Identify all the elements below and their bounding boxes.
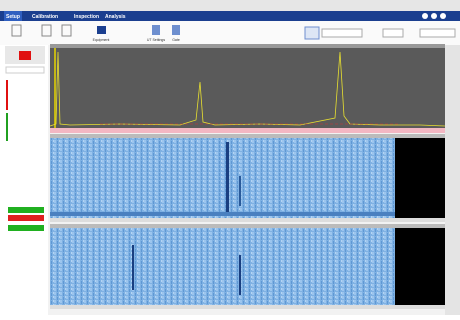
menu-tab[interactable]: Inspection (74, 14, 99, 20)
indication (132, 245, 134, 290)
toolbar-label[interactable]: Gate (172, 38, 180, 42)
ascan-axis (50, 128, 445, 133)
toolbar-label[interactable]: Equipment (93, 38, 110, 42)
menu-tab[interactable]: Calibration (32, 14, 58, 20)
empty-region (395, 138, 445, 218)
status-button[interactable] (8, 207, 44, 213)
bscan-plot (50, 138, 395, 218)
input-field[interactable] (420, 29, 455, 37)
input-field[interactable] (322, 29, 362, 37)
bscan-plot (50, 228, 395, 305)
app-window: Setup Calibration Inspection Analysis Equip… (0, 0, 460, 315)
view-toggle[interactable] (305, 27, 319, 39)
toolbar-label[interactable]: UT Settings (147, 38, 165, 42)
bscan-header (50, 224, 445, 228)
title-bar (0, 0, 460, 11)
indication (226, 142, 229, 214)
help-icon[interactable] (422, 13, 428, 19)
ut-icon[interactable] (152, 25, 160, 35)
indication (239, 255, 241, 295)
stop-button[interactable] (19, 51, 31, 60)
gate-icon[interactable] (172, 25, 180, 35)
backwall (50, 212, 395, 216)
settings-icon[interactable] (431, 13, 437, 19)
menu-bar (0, 11, 460, 21)
status-button[interactable] (8, 225, 44, 231)
status-button[interactable] (8, 215, 44, 221)
dropdown[interactable] (383, 29, 403, 37)
menu-tab[interactable]: Analysis (105, 14, 126, 20)
user-icon[interactable] (440, 13, 446, 19)
ascan-plot (50, 48, 445, 128)
ascan-header (50, 44, 445, 48)
bscan-axis (50, 305, 445, 309)
bscan-axis (50, 218, 445, 222)
empty-region (395, 228, 445, 305)
right-strip (445, 45, 460, 315)
gate-indicator (6, 113, 8, 141)
status-field (6, 67, 44, 73)
indication (239, 176, 241, 206)
bscan-header (50, 134, 445, 138)
equipment-icon[interactable] (97, 26, 106, 34)
menu-tab[interactable]: Setup (6, 14, 20, 20)
gate-indicator (6, 80, 8, 110)
